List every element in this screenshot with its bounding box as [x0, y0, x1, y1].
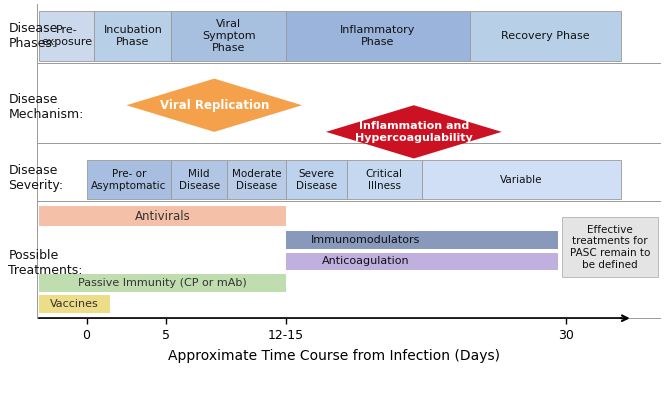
Text: Moderate
Disease: Moderate Disease — [232, 169, 281, 191]
Text: Disease
Mechanism:: Disease Mechanism: — [8, 93, 84, 121]
X-axis label: Approximate Time Course from Infection (Days): Approximate Time Course from Infection (… — [168, 348, 500, 363]
FancyBboxPatch shape — [87, 160, 171, 199]
Text: Possible
Treatments:: Possible Treatments: — [8, 249, 83, 277]
Text: Vaccines: Vaccines — [50, 299, 99, 309]
FancyBboxPatch shape — [227, 160, 286, 199]
Text: Anticoagulation: Anticoagulation — [322, 256, 409, 266]
Text: Inflammation and
Hypercoagulability: Inflammation and Hypercoagulability — [355, 121, 473, 143]
Text: Immunomodulators: Immunomodulators — [311, 235, 421, 245]
Text: Disease
Severity:: Disease Severity: — [8, 164, 63, 192]
Polygon shape — [326, 105, 502, 158]
FancyBboxPatch shape — [562, 217, 658, 277]
FancyBboxPatch shape — [347, 160, 422, 199]
Text: Passive Immunity (CP or mAb): Passive Immunity (CP or mAb) — [78, 278, 246, 288]
FancyBboxPatch shape — [39, 295, 110, 313]
Text: Viral
Symptom
Phase: Viral Symptom Phase — [202, 20, 255, 53]
FancyBboxPatch shape — [286, 160, 347, 199]
Text: Antivirals: Antivirals — [134, 210, 190, 223]
Text: Incubation
Phase: Incubation Phase — [104, 25, 162, 47]
Text: Recovery Phase: Recovery Phase — [501, 31, 590, 41]
Text: Inflammatory
Phase: Inflammatory Phase — [340, 25, 415, 47]
FancyBboxPatch shape — [39, 206, 286, 226]
Text: Mild
Disease: Mild Disease — [178, 169, 220, 191]
FancyBboxPatch shape — [39, 274, 286, 292]
FancyBboxPatch shape — [422, 160, 621, 199]
FancyBboxPatch shape — [39, 11, 94, 61]
Text: Effective
treatments for
PASC remain to
be defined: Effective treatments for PASC remain to … — [570, 225, 651, 270]
FancyBboxPatch shape — [470, 11, 621, 61]
FancyBboxPatch shape — [286, 11, 470, 61]
Text: Critical
Illness: Critical Illness — [366, 169, 403, 191]
FancyBboxPatch shape — [171, 11, 286, 61]
Text: Pre- or
Asymptomatic: Pre- or Asymptomatic — [91, 169, 166, 191]
Text: Severe
Disease: Severe Disease — [296, 169, 337, 191]
Text: Pre-
exposure: Pre- exposure — [41, 25, 92, 47]
FancyBboxPatch shape — [286, 253, 558, 270]
Text: Variable: Variable — [500, 175, 543, 185]
Text: Viral Replication: Viral Replication — [160, 99, 269, 112]
FancyBboxPatch shape — [94, 11, 171, 61]
FancyBboxPatch shape — [171, 160, 227, 199]
FancyBboxPatch shape — [286, 231, 558, 249]
Polygon shape — [126, 79, 302, 132]
Text: Disease
Phases:: Disease Phases: — [8, 22, 57, 50]
